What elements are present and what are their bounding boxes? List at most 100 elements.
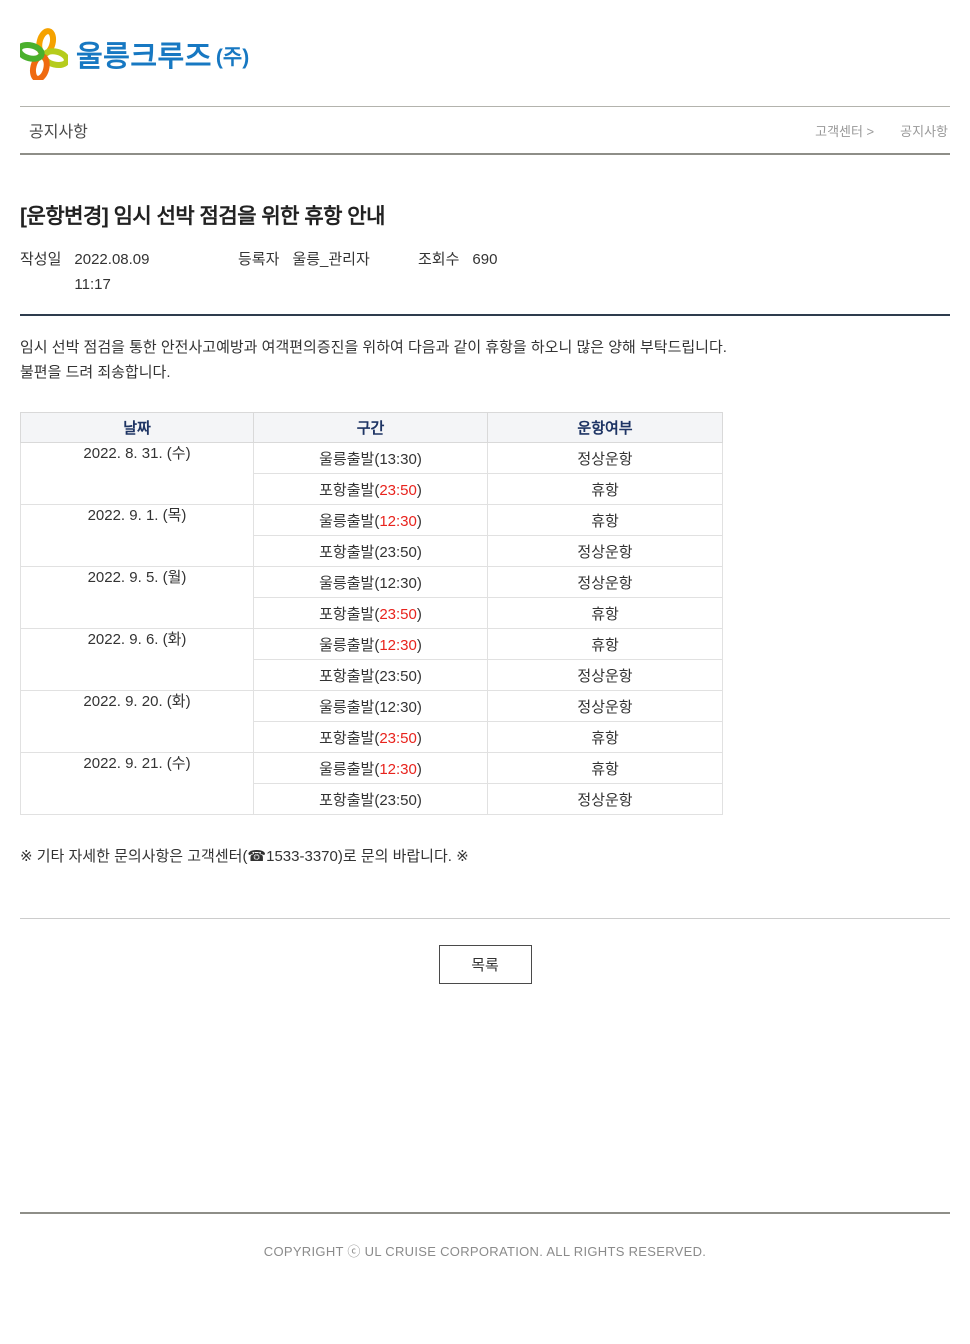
date-cell: 2022. 9. 21. (수) xyxy=(20,752,254,815)
breadcrumb-customer-center[interactable]: 고객센터 > xyxy=(815,123,875,139)
meta-views-label: 조회수 xyxy=(418,251,460,268)
route-cell: 포항출발(23:50) xyxy=(253,721,488,753)
date-cell: 2022. 9. 6. (화) xyxy=(20,628,254,691)
route-suffix: ) xyxy=(416,543,422,561)
route-prefix: 포항출발( xyxy=(319,605,380,623)
route-prefix: 울릉출발( xyxy=(319,760,380,778)
header-route: 구간 xyxy=(253,412,488,443)
status-cell: 정상운항 xyxy=(487,659,723,691)
meta-date: 작성일 2022.08.09 11:17 xyxy=(20,247,238,297)
route-prefix: 포항출발( xyxy=(319,791,380,809)
post-body-line: 불편을 드려 죄송합니다. xyxy=(20,364,171,381)
departure-time: 23:50 xyxy=(379,667,417,685)
route-suffix: ) xyxy=(416,760,422,778)
list-button[interactable]: 목록 xyxy=(438,945,532,984)
meta-date-label: 작성일 xyxy=(20,251,62,268)
route-cell: 포항출발(23:50) xyxy=(253,535,488,567)
route-cell: 울릉출발(12:30) xyxy=(253,504,488,536)
status-cell: 정상운항 xyxy=(487,690,723,722)
meta-divider xyxy=(20,314,950,316)
section-bar: 공지사항 고객센터 > 공지사항 xyxy=(20,106,950,155)
content: [운항변경] 임시 선박 점검을 위한 휴항 안내 작성일 2022.08.09… xyxy=(0,200,970,866)
route-cell: 울릉출발(12:30) xyxy=(253,566,488,598)
meta-author-value: 울릉_관리자 xyxy=(292,251,370,268)
meta-views: 조회수 690 xyxy=(418,247,497,297)
meta-views-value: 690 xyxy=(472,251,498,268)
departure-time: 13:30 xyxy=(379,450,417,468)
schedule-row: 포항출발(23:50) 휴항 xyxy=(21,473,723,505)
departure-time: 23:50 xyxy=(379,605,417,623)
copyright-text: COPYRIGHT ⓒ UL CRUISE CORPORATION. ALL R… xyxy=(263,1244,707,1259)
departure-time: 23:50 xyxy=(379,543,417,561)
departure-time: 23:50 xyxy=(379,481,417,499)
brand-logo[interactable]: 울릉크루즈 (주) xyxy=(16,28,250,82)
departure-time: 12:30 xyxy=(379,636,417,654)
departure-time: 12:30 xyxy=(379,698,417,716)
schedule-row: 포항출발(23:50) 정상운항 xyxy=(21,659,723,691)
route-prefix: 울릉출발( xyxy=(319,636,380,654)
meta-author-label: 등록자 xyxy=(238,251,280,268)
breadcrumb-notice[interactable]: 공지사항 xyxy=(900,123,948,139)
route-prefix: 울릉출발( xyxy=(319,450,380,468)
schedule-row: 포항출발(23:50) 휴항 xyxy=(21,721,723,753)
departure-time: 23:50 xyxy=(379,791,417,809)
status-cell: 정상운항 xyxy=(487,442,723,474)
schedule-row: 포항출발(23:50) 휴항 xyxy=(21,597,723,629)
schedule-table: 날짜 구간 운항여부 2022. 8. 31. (수) 울릉출발(13:30) 정상… xyxy=(20,412,723,815)
date-cell: 2022. 8. 31. (수) xyxy=(20,442,254,505)
departure-time: 12:30 xyxy=(379,574,417,592)
schedule-table-head: 날짜 구간 운항여부 xyxy=(20,412,723,443)
status-cell: 휴항 xyxy=(487,721,723,753)
pinwheel-logo-svg xyxy=(16,28,70,82)
status-cell: 휴항 xyxy=(487,752,723,784)
post-title: [운항변경] 임시 선박 점검을 위한 휴항 안내 xyxy=(20,205,385,228)
route-cell: 포항출발(23:50) xyxy=(253,597,488,629)
departure-time: 23:50 xyxy=(379,729,417,747)
schedule-row: 2022. 9. 21. (수) 울릉출발(12:30) 휴항 xyxy=(20,752,723,815)
route-prefix: 울릉출발( xyxy=(319,574,380,592)
date-cell: 2022. 9. 5. (월) xyxy=(20,566,254,629)
list-divider xyxy=(20,918,950,919)
schedule-header-row: 날짜 구간 운항여부 xyxy=(20,412,723,443)
status-cell: 정상운항 xyxy=(487,566,723,598)
meta-date-value: 2022.08.09 11:17 xyxy=(74,251,150,293)
schedule-row: 포항출발(23:50) 정상운항 xyxy=(21,535,723,567)
post-meta: 작성일 2022.08.09 11:17 등록자 울릉_관리자 조회수 690 xyxy=(20,247,950,297)
departure-time: 12:30 xyxy=(379,760,417,778)
header-status: 운항여부 xyxy=(487,412,723,443)
route-suffix: ) xyxy=(416,512,422,530)
status-cell: 휴항 xyxy=(487,473,723,505)
route-prefix: 포항출발( xyxy=(319,543,380,561)
date-cell: 2022. 9. 1. (목) xyxy=(20,504,254,567)
status-cell: 휴항 xyxy=(487,628,723,660)
schedule-row: 포항출발(23:50) 정상운항 xyxy=(21,783,723,815)
pinwheel-logo-icon xyxy=(16,28,70,82)
route-cell: 울릉출발(12:30) xyxy=(253,752,488,784)
route-cell: 울릉출발(12:30) xyxy=(253,628,488,660)
status-cell: 휴항 xyxy=(487,597,723,629)
meta-author: 등록자 울릉_관리자 xyxy=(238,247,418,297)
route-prefix: 울릉출발( xyxy=(319,698,380,716)
schedule-row: 2022. 9. 5. (월) 울릉출발(12:30) 정상운항 xyxy=(20,566,723,629)
schedule-row: 2022. 9. 1. (목) 울릉출발(12:30) 휴항 xyxy=(20,504,723,567)
route-suffix: ) xyxy=(416,450,422,468)
breadcrumb: 고객센터 > 공지사항 xyxy=(815,121,950,140)
brand-suffix: (주) xyxy=(215,45,250,69)
button-row: 목록 xyxy=(0,945,970,984)
route-suffix: ) xyxy=(416,636,422,654)
header-date: 날짜 xyxy=(20,412,254,443)
route-cell: 포항출발(23:50) xyxy=(253,783,488,815)
section-title: 공지사항 xyxy=(29,124,88,141)
route-prefix: 포항출발( xyxy=(319,667,380,685)
schedule-row: 2022. 8. 31. (수) 울릉출발(13:30) 정상운항 xyxy=(20,442,723,505)
route-suffix: ) xyxy=(416,667,422,685)
route-suffix: ) xyxy=(416,605,422,623)
status-cell: 정상운항 xyxy=(487,783,723,815)
site-footer: COPYRIGHT ⓒ UL CRUISE CORPORATION. ALL R… xyxy=(0,1212,970,1260)
schedule-row: 2022. 9. 6. (화) 울릉출발(12:30) 휴항 xyxy=(20,628,723,691)
route-suffix: ) xyxy=(416,481,422,499)
date-cell: 2022. 9. 20. (화) xyxy=(20,690,254,753)
route-cell: 포항출발(23:50) xyxy=(253,473,488,505)
post-body-line: 임시 선박 점검을 통한 안전사고예방과 여객편의증진을 위하여 다음과 같이 … xyxy=(20,339,727,356)
